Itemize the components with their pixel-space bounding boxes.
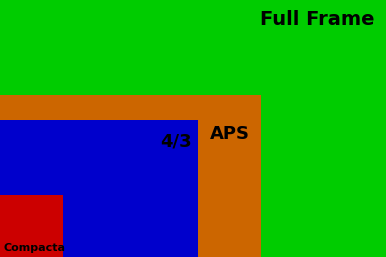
Bar xyxy=(0,120,198,257)
Text: APS: APS xyxy=(210,125,250,143)
Text: 4/3: 4/3 xyxy=(160,132,192,150)
Bar xyxy=(0,195,63,257)
Bar xyxy=(0,95,261,257)
Text: Full Frame: Full Frame xyxy=(259,10,374,29)
Text: Compacta: Compacta xyxy=(3,243,65,253)
